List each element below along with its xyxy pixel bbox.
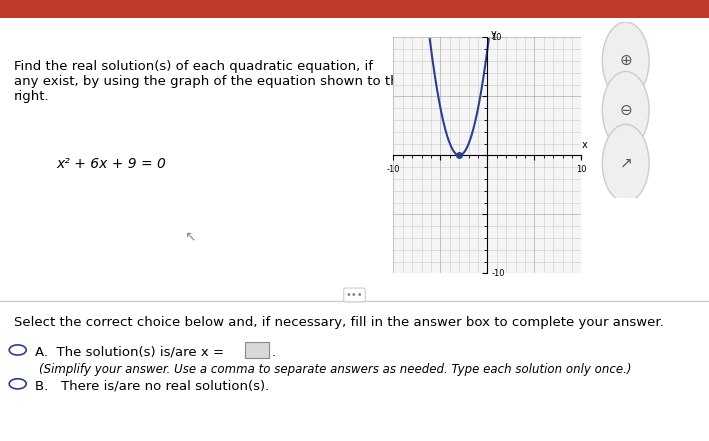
Text: ⊕: ⊕ <box>620 53 632 68</box>
Text: x: x <box>581 139 587 149</box>
Circle shape <box>9 379 26 389</box>
Circle shape <box>603 124 649 202</box>
Text: Find the real solution(s) of each quadratic equation, if
any exist, by using the: Find the real solution(s) of each quadra… <box>14 60 407 103</box>
Bar <box>245 342 269 359</box>
Text: Select the correct choice below and, if necessary, fill in the answer box to com: Select the correct choice below and, if … <box>14 316 664 329</box>
Text: ↖: ↖ <box>184 229 196 243</box>
Text: .: . <box>272 346 276 359</box>
Circle shape <box>9 345 26 355</box>
Text: •••: ••• <box>346 290 363 300</box>
Text: -10: -10 <box>386 165 401 174</box>
Text: ↗: ↗ <box>620 156 632 171</box>
Circle shape <box>603 71 649 149</box>
Circle shape <box>603 22 649 100</box>
Text: y: y <box>491 29 497 39</box>
Text: A.  The solution(s) is/are x =: A. The solution(s) is/are x = <box>35 346 229 359</box>
Text: x² + 6x + 9 = 0: x² + 6x + 9 = 0 <box>57 157 167 172</box>
Text: -10: -10 <box>491 269 505 278</box>
Text: (Simplify your answer. Use a comma to separate answers as needed. Type each solu: (Simplify your answer. Use a comma to se… <box>39 363 632 376</box>
Text: 10: 10 <box>576 165 586 174</box>
Text: 10: 10 <box>491 33 502 42</box>
Text: ⊖: ⊖ <box>620 103 632 118</box>
Text: B.   There is/are no real solution(s).: B. There is/are no real solution(s). <box>35 380 269 392</box>
